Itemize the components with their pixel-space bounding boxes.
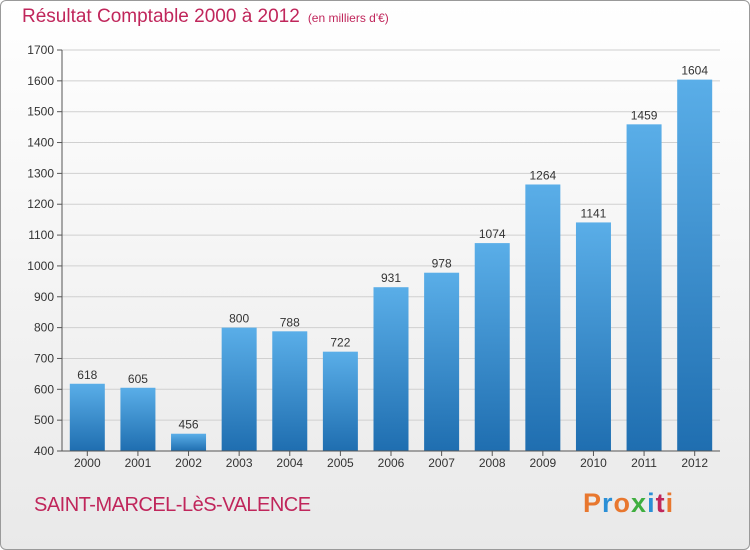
logo-letter: i	[647, 488, 656, 518]
chart-subtitle: (en milliers d'€)	[307, 11, 389, 25]
x-tick-label: 2005	[327, 456, 354, 470]
y-tick-label: 1300	[27, 166, 54, 180]
data-label: 1141	[581, 206, 607, 220]
bars: 618 605 456 800 788 722 931 978 1074 1264 1141 1459…	[69, 64, 713, 451]
data-label: 1604	[681, 64, 708, 78]
y-tick-label: 400	[34, 444, 54, 458]
bar	[272, 331, 308, 451]
data-label: 605	[128, 372, 148, 386]
x-tick-label: 2000	[74, 456, 101, 470]
data-label: 1264	[529, 168, 556, 182]
data-label: 618	[77, 368, 97, 382]
bar	[424, 272, 460, 451]
data-label: 788	[280, 315, 300, 329]
logo-letter: t	[655, 488, 666, 518]
bar	[171, 433, 207, 451]
x-tick-label: 2006	[378, 456, 405, 470]
bar	[373, 287, 409, 451]
logo-letter: r	[602, 488, 614, 518]
y-tick-label: 1600	[27, 74, 54, 88]
bar	[575, 222, 611, 451]
y-tick-label: 1700	[27, 43, 54, 57]
data-label: 1074	[479, 227, 506, 241]
y-tick-label: 500	[34, 413, 54, 427]
x-tick-label: 2008	[479, 456, 506, 470]
axes: 400 500 600 700 800 900 1000 1100 1200 1300 1400 15…	[27, 43, 720, 470]
x-tick-label: 2001	[125, 456, 152, 470]
data-label: 456	[179, 418, 199, 432]
chart-title-text: Résultat Comptable 2000 à 2012	[22, 6, 300, 27]
proxiti-logo[interactable]: Proxiti	[583, 488, 674, 519]
bar	[474, 243, 510, 451]
x-tick-label: 2002	[175, 456, 202, 470]
y-tick-label: 1100	[28, 228, 54, 242]
bar	[626, 124, 662, 451]
x-tick-label: 2004	[276, 456, 303, 470]
x-tick-label: 2010	[580, 456, 607, 470]
logo-letter: i	[665, 488, 675, 518]
y-tick-label: 1200	[27, 197, 54, 211]
y-tick-label: 1400	[27, 136, 54, 150]
y-tick-label: 600	[34, 382, 54, 396]
logo-letter: o	[613, 488, 632, 518]
x-tick-label: 2007	[428, 456, 455, 470]
data-label: 800	[229, 312, 249, 326]
bar	[69, 383, 105, 451]
data-label: 722	[330, 336, 350, 350]
data-label: 931	[381, 271, 401, 285]
y-tick-label: 900	[34, 290, 54, 304]
data-label: 1459	[631, 108, 658, 122]
y-tick-label: 800	[34, 321, 54, 335]
x-tick-label: 2011	[631, 456, 657, 470]
town-name: SAINT-MARCEL-LèS-VALENCE	[34, 494, 311, 516]
y-tick-label: 700	[34, 351, 54, 365]
chart-title: Résultat Comptable 2000 à 2012 (en millie…	[22, 6, 389, 28]
x-tick-label: 2009	[529, 456, 556, 470]
y-tick-label: 1500	[27, 105, 54, 119]
bar	[677, 79, 713, 451]
logo-letter: P	[583, 488, 603, 518]
bar	[525, 184, 561, 451]
x-tick-label: 2012	[681, 456, 708, 470]
y-tick-label: 1000	[27, 259, 54, 273]
bar	[221, 327, 257, 451]
bar	[120, 387, 156, 451]
logo-letter: x	[631, 488, 648, 518]
data-label: 978	[432, 257, 452, 271]
x-tick-label: 2003	[226, 456, 253, 470]
bar	[322, 351, 358, 451]
